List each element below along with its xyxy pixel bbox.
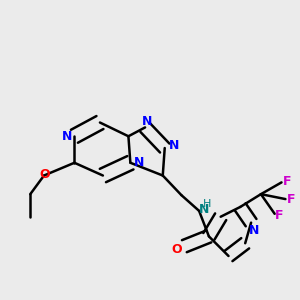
- Text: F: F: [287, 193, 296, 206]
- Text: O: O: [39, 167, 50, 181]
- Text: O: O: [172, 243, 182, 256]
- Text: F: F: [275, 209, 284, 222]
- Text: N: N: [62, 130, 72, 143]
- Text: N: N: [141, 115, 152, 128]
- Text: N: N: [199, 203, 210, 216]
- Text: N: N: [134, 156, 144, 169]
- Text: N: N: [169, 139, 179, 152]
- Text: H: H: [203, 200, 212, 209]
- Text: F: F: [283, 175, 291, 188]
- Text: N: N: [249, 224, 259, 237]
